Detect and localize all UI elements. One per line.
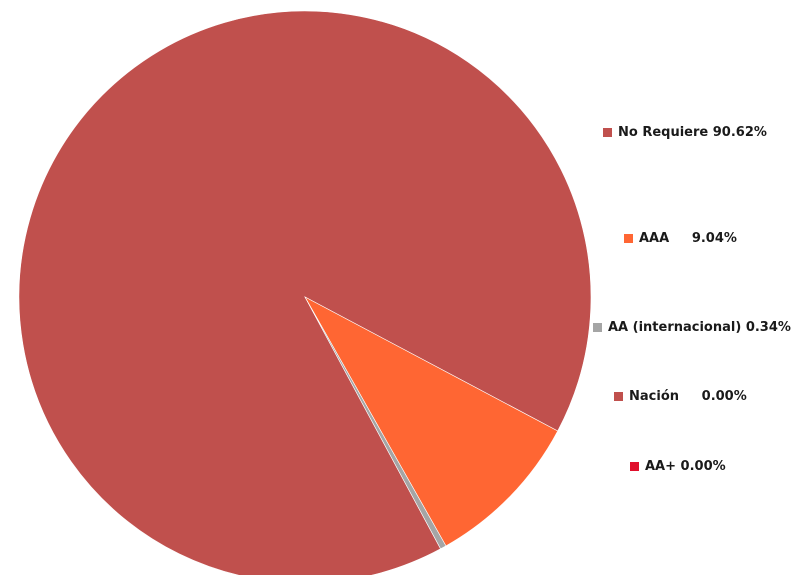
legend-item: AAA 9.04% [624, 231, 737, 246]
legend-item: Nación 0.00% [614, 389, 747, 404]
legend-swatch [603, 128, 612, 137]
legend-value: 0.00% [701, 389, 747, 404]
legend-swatch [630, 462, 639, 471]
legend-value: 90.62% [712, 125, 767, 140]
pie-slice-aa-internacional [304, 296, 447, 550]
legend-item: AA (internacional) 0.34% [593, 320, 791, 335]
pie-slice-no-requiere [18, 10, 592, 575]
legend-value: 0.00% [680, 459, 726, 474]
legend-value: 0.34% [745, 320, 791, 335]
legend-spacer [669, 231, 692, 246]
legend-swatch [614, 392, 623, 401]
legend-label: No Requiere [618, 125, 709, 140]
legend-label: AAA [639, 231, 670, 246]
pie-slice-aaa [304, 296, 559, 547]
legend-item: AA+ 0.00% [630, 459, 726, 474]
legend-label: Nación [629, 389, 680, 404]
legend-swatch [593, 323, 602, 332]
legend-swatch [624, 234, 633, 243]
legend-value: 9.04% [691, 231, 737, 246]
legend-spacer [679, 389, 702, 404]
legend-label: AA (internacional) [608, 320, 742, 335]
legend-label: AA+ [645, 459, 677, 474]
legend-item: No Requiere 90.62% [603, 125, 767, 140]
